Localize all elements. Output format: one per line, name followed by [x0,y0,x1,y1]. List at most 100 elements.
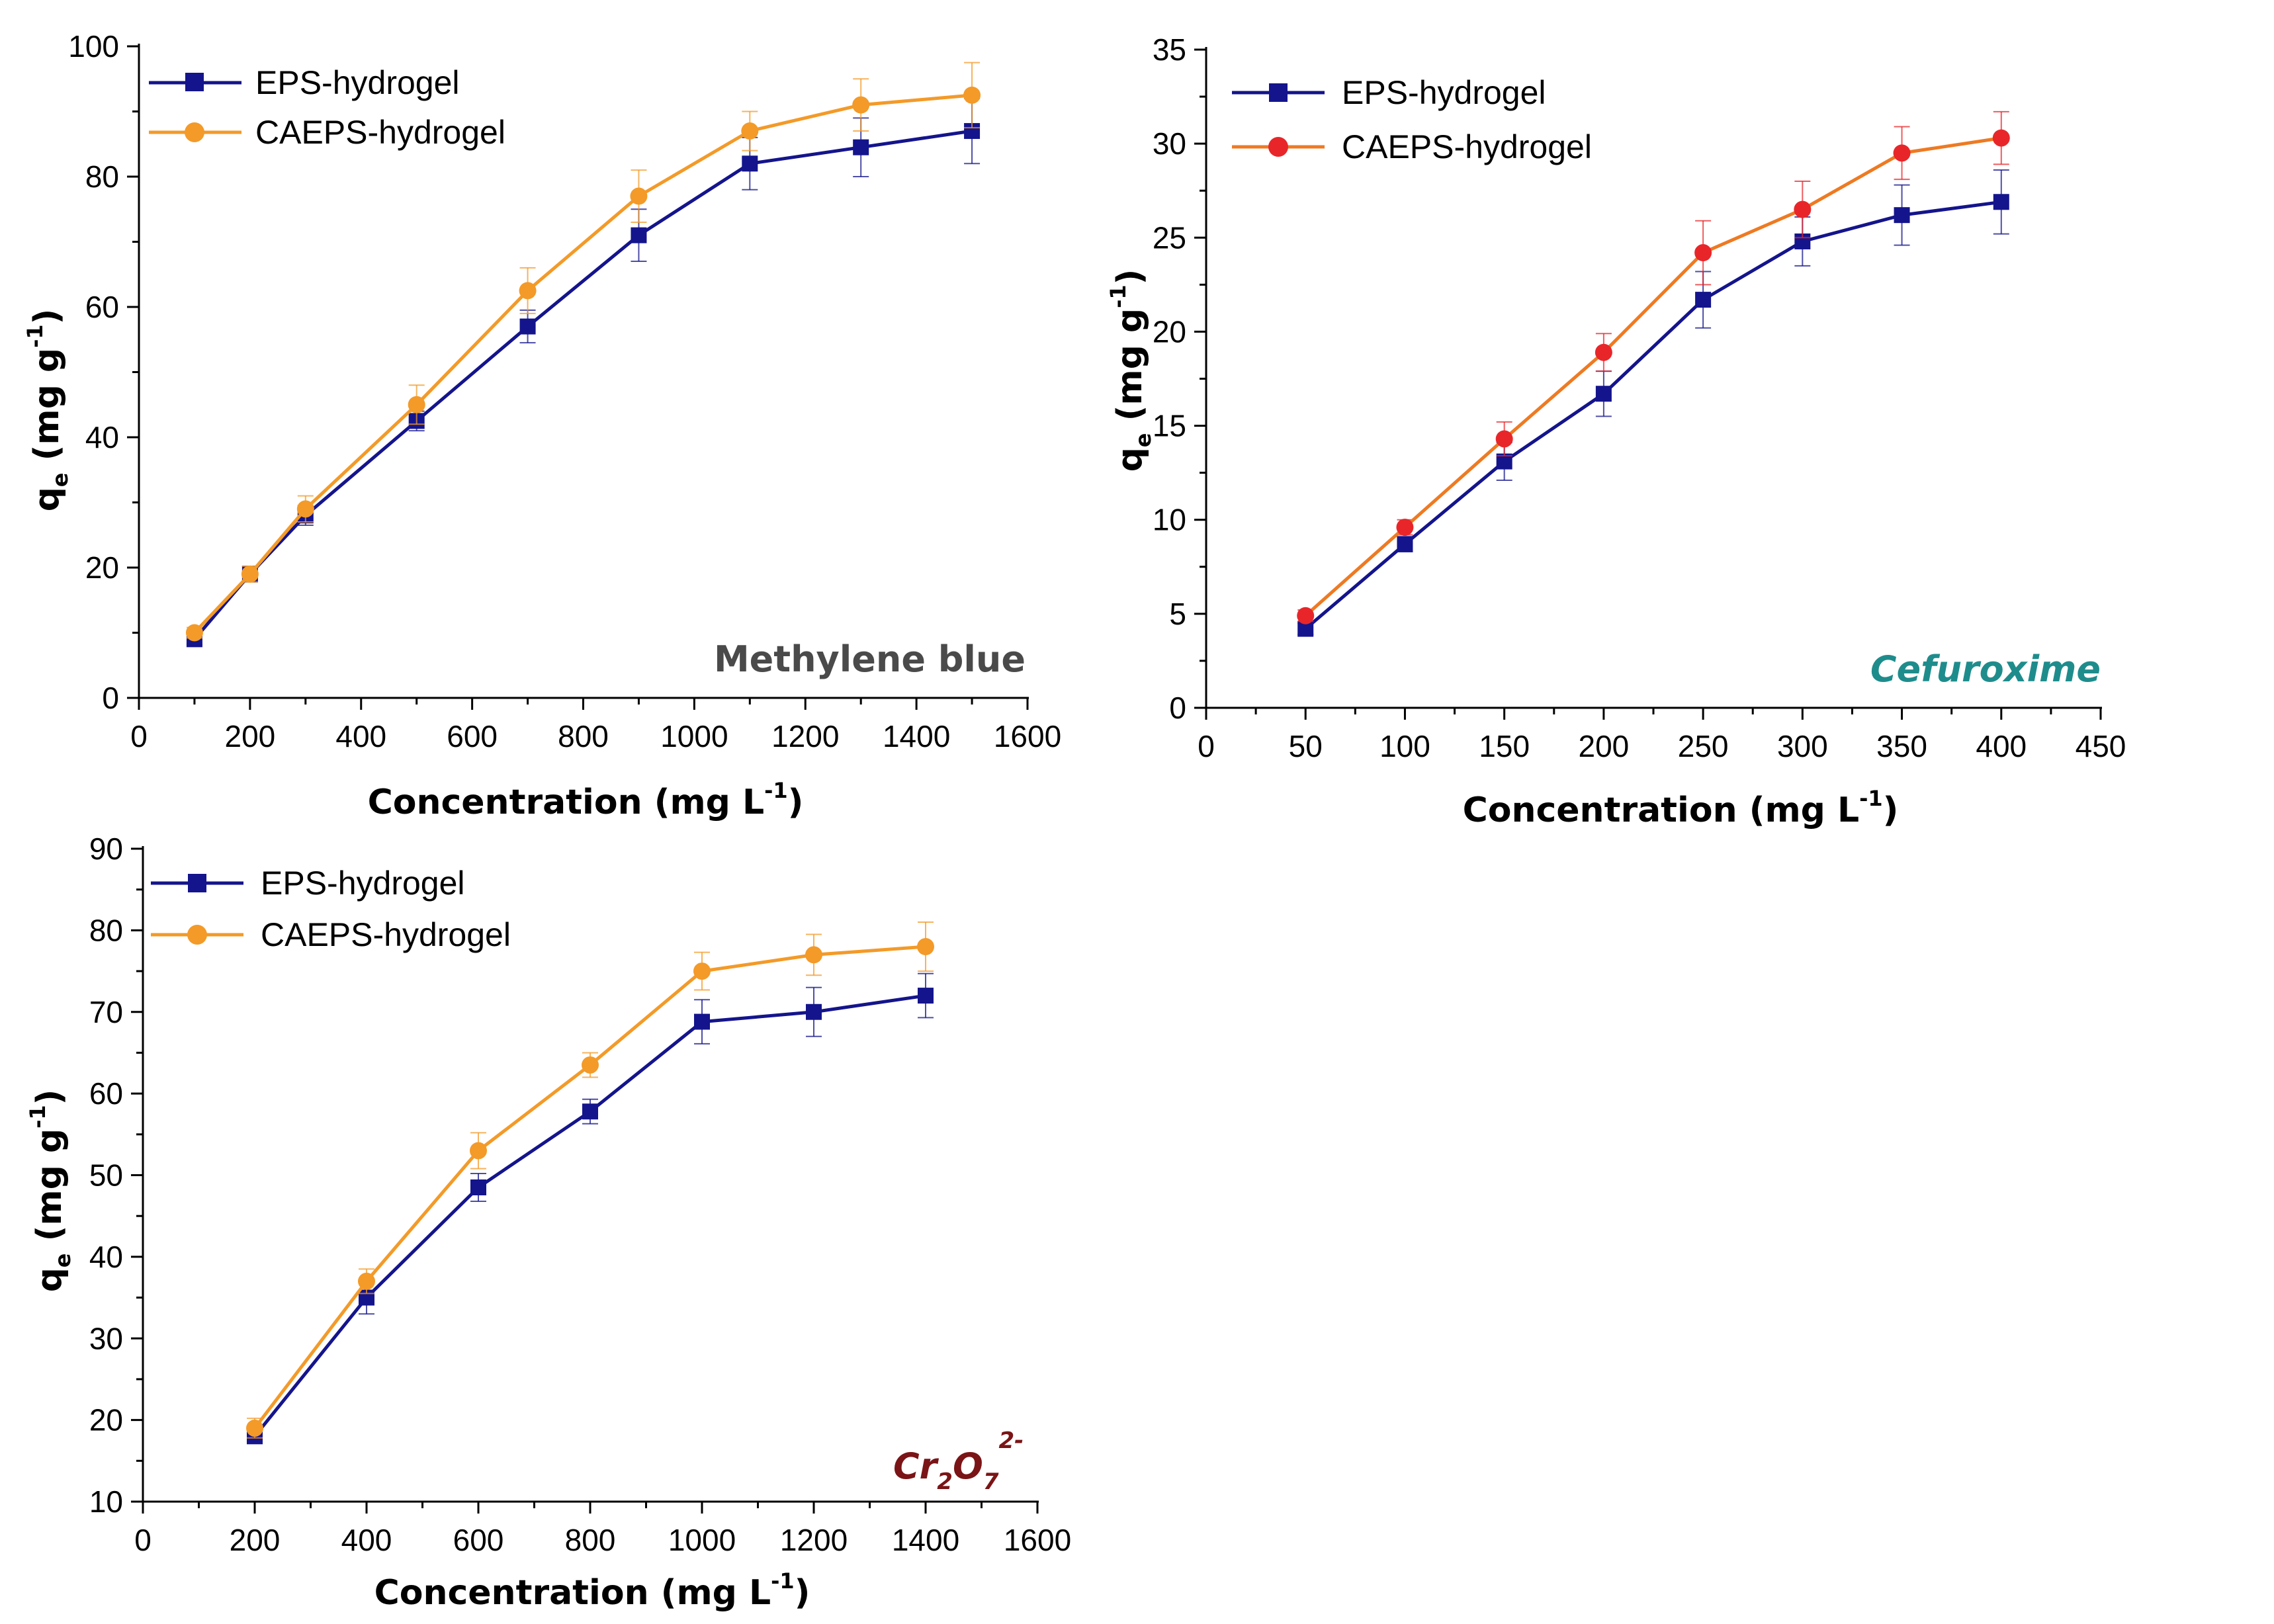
legend-marker-caeps [187,925,207,945]
data-point-eps [853,139,869,155]
x-tick-label: 350 [1876,729,1927,763]
y-tick-label: 100 [68,29,119,64]
y-tick-label: 20 [85,550,119,585]
x-tick-label: 800 [565,1523,616,1557]
x-tick-label: 1600 [994,719,1061,753]
data-point-caeps [630,187,648,205]
y-tick-label: 90 [89,832,123,866]
y-tick-label: 0 [1169,691,1186,725]
x-tick-label: 100 [1379,729,1430,763]
legend-label-eps: EPS-hydrogel [255,64,460,101]
panel-methylene-blue: 0 200 400 600 800 1000 1200 1400 1600 0 20 40 60 80 10… [22,29,1061,822]
x-tick-label: 400 [335,719,386,753]
x-tick-label: 600 [453,1523,504,1557]
plot-area: 0 200 400 600 800 1000 1200 1400 1600 10 20 30 40 50 6… [89,832,1071,1557]
legend-label-eps: EPS-hydrogel [1342,74,1546,111]
y-tick-label: 0 [102,681,119,715]
data-point-eps [806,1004,822,1020]
x-tick-label: 1200 [771,719,839,753]
data-point-caeps [805,946,822,964]
x-tick-label: 300 [1777,729,1828,763]
y-tick-label: 10 [1153,503,1186,537]
data-point-caeps [963,86,981,104]
y-tick-label: 80 [85,159,119,194]
y-axis-title: qe (mg g-1) [1106,269,1156,472]
data-point-caeps [296,500,314,518]
x-tick-label: 1600 [1004,1523,1071,1557]
data-point-eps [470,1179,486,1196]
data-point-eps [519,318,536,335]
y-tick-label: 5 [1169,597,1186,631]
x-tick-label: 200 [225,719,276,753]
data-point-caeps [693,962,711,980]
data-point-eps [1894,207,1910,224]
y-tick-label: 25 [1153,220,1186,255]
data-point-caeps [582,1056,599,1074]
legend-marker-caeps [185,122,204,142]
y-tick-label: 50 [89,1158,123,1193]
x-tick-label: 200 [1579,729,1630,763]
data-point-caeps [358,1272,375,1290]
y-tick-label: 35 [1153,32,1186,67]
x-tick-label: 250 [1678,729,1729,763]
data-point-caeps [1694,244,1712,262]
legend-label-caeps: CAEPS-hydrogel [261,916,511,953]
data-point-caeps [241,565,259,583]
x-tick-label: 0 [130,719,148,753]
x-tick-label: 1000 [668,1523,736,1557]
x-tick-label: 400 [1976,729,2027,763]
legend-marker-eps [185,73,204,91]
annotation-dichromate: Cr2O72- [893,1428,1024,1495]
x-tick-label: 450 [2076,729,2126,763]
x-tick-label: 200 [230,1523,281,1557]
x-tick-label: 1400 [883,719,950,753]
y-tick-label: 40 [89,1240,123,1274]
y-tick-label: 20 [89,1403,123,1437]
series-line-eps [193,129,973,641]
x-tick-label: 50 [1289,729,1323,763]
annotation-cefuroxime: Cefuroxime [1870,648,2101,690]
data-point-eps [1993,194,2009,210]
legend: EPS-hydrogel CAEPS-hydrogel [151,865,511,953]
x-tick-label: 0 [134,1523,152,1557]
data-point-caeps [1297,607,1315,624]
data-point-caeps [408,396,425,413]
x-tick-label: 400 [341,1523,392,1557]
series-line-caeps [193,93,973,634]
y-tick-label: 40 [85,420,119,454]
legend: EPS-hydrogel CAEPS-hydrogel [1232,74,1592,165]
data-point-caeps [852,96,870,114]
x-axis-title: Concentration (mg L-1) [1463,786,1899,830]
data-point-caeps [917,938,934,956]
y-tick-label: 80 [89,913,123,947]
legend-label-caeps: CAEPS-hydrogel [255,114,505,151]
legend: EPS-hydrogel CAEPS-hydrogel [149,64,505,151]
x-tick-label: 800 [558,719,609,753]
legend-marker-eps [1269,83,1288,102]
x-tick-label: 0 [1198,729,1215,763]
y-axis-title: qe (mg g-1) [22,309,73,512]
series-line-caeps [253,945,926,1430]
x-tick-label: 1000 [660,719,728,753]
data-point-caeps [741,122,759,140]
data-point-eps [694,1013,710,1030]
y-axis-title: qe (mg g-1) [25,1090,75,1293]
series-line-eps [1304,200,2002,630]
data-point-eps [631,227,647,243]
legend-marker-caeps [1268,137,1288,157]
y-tick-label: 20 [1153,314,1186,349]
x-axis-title: Concentration (mg L-1) [374,1568,810,1613]
series-line-caeps [1304,136,2002,617]
legend-label-eps: EPS-hydrogel [261,865,465,902]
data-point-caeps [1992,129,2010,147]
data-point-caeps [470,1142,487,1160]
data-point-caeps [1495,430,1513,448]
data-point-eps [918,988,934,1004]
x-tick-label: 150 [1479,729,1530,763]
data-point-eps [582,1103,598,1120]
data-point-caeps [185,624,203,642]
legend-marker-eps [188,874,206,892]
data-point-caeps [519,282,537,300]
legend-label-caeps: CAEPS-hydrogel [1342,128,1592,165]
y-tick-label: 30 [1153,126,1186,161]
